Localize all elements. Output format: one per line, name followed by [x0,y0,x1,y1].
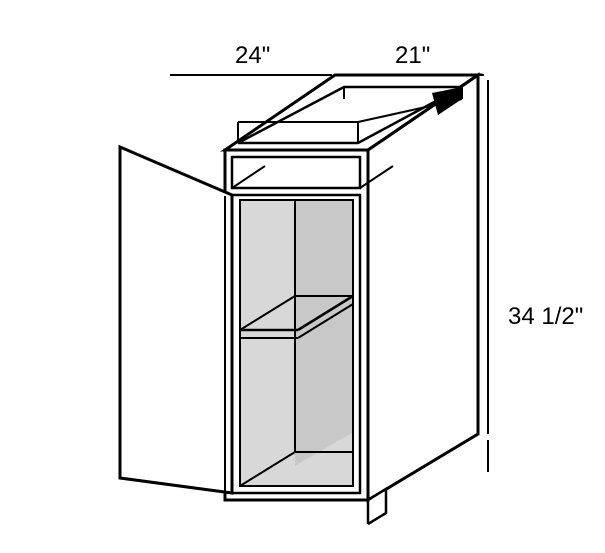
depth-dimension-label: 24" [235,42,270,70]
cabinet-svg [0,0,605,548]
cabinet-diagram: 24" 21" 34 1/2" [0,0,605,548]
height-dimension-label: 34 1/2" [508,303,583,331]
width-dimension-label: 21" [395,42,430,70]
